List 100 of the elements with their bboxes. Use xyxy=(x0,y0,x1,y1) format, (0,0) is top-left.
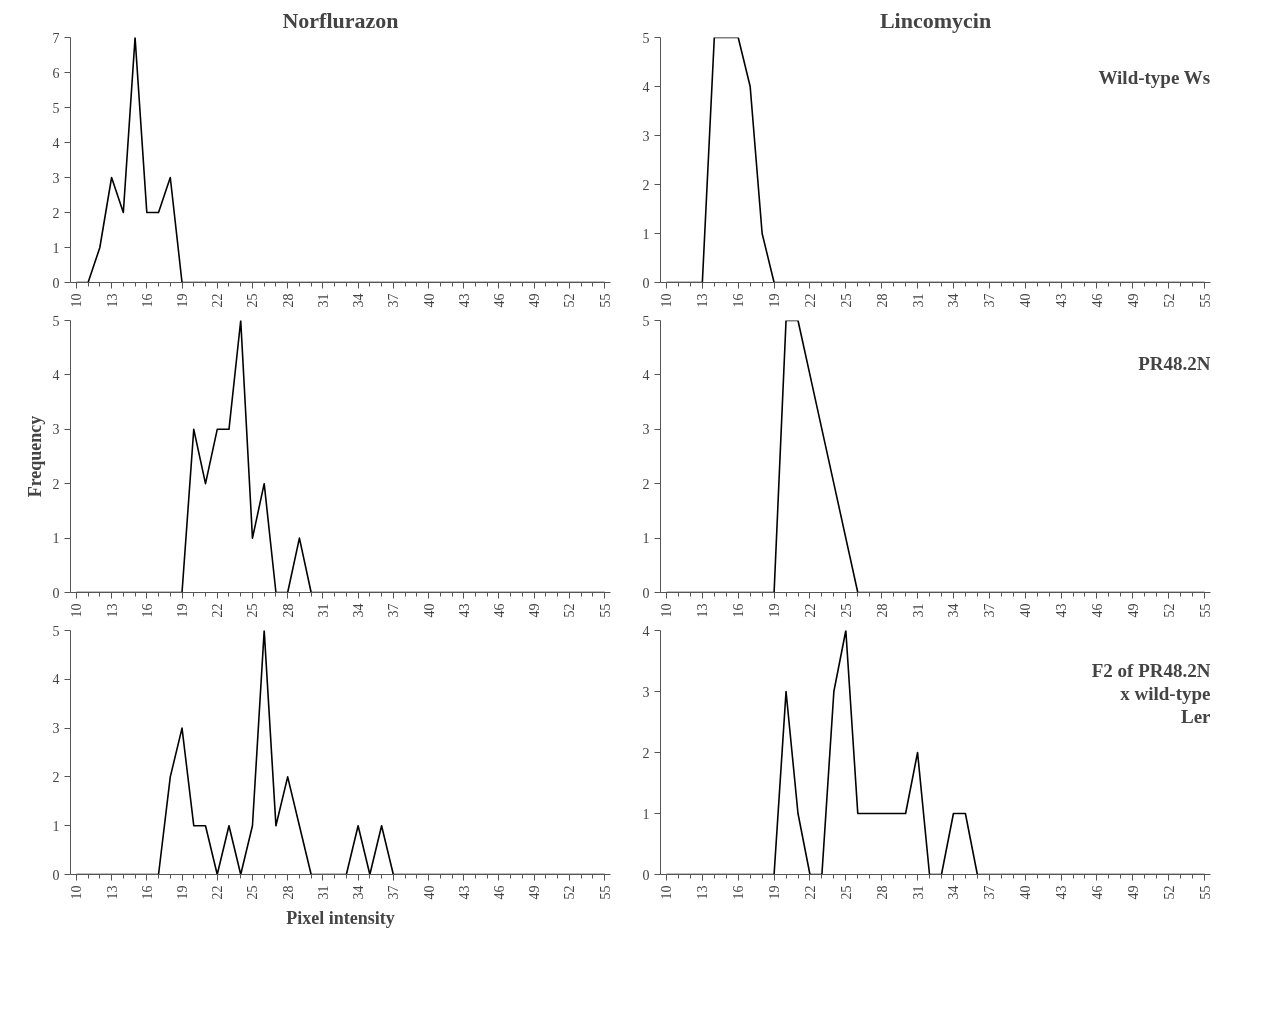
annotation: F2 of PR48.2N x wild-type Ler xyxy=(1091,659,1212,727)
x-tick-label: 28 xyxy=(874,603,890,618)
y-tick-label: 2 xyxy=(52,205,60,221)
x-tick-label: 43 xyxy=(456,885,472,900)
x-tick-label: 31 xyxy=(910,293,926,308)
x-tick-label: 43 xyxy=(1054,885,1070,900)
y-tick-label: 3 xyxy=(52,721,60,737)
x-tick-label: 40 xyxy=(421,293,437,308)
y-tick-label: 1 xyxy=(52,531,60,547)
x-tick-label: 16 xyxy=(139,603,155,618)
y-tick-label: 5 xyxy=(52,623,60,639)
x-tick-label: 37 xyxy=(386,603,402,618)
x-tick-label: 34 xyxy=(946,885,962,900)
y-tick-label: 5 xyxy=(52,100,60,116)
y-tick-label: 1 xyxy=(52,240,60,256)
x-tick-label: 55 xyxy=(597,885,613,900)
x-tick-label: 55 xyxy=(1197,885,1213,900)
x-tick-label: 52 xyxy=(1161,885,1177,900)
x-tick-label: 19 xyxy=(175,293,191,308)
y-tick-label: 3 xyxy=(642,422,650,438)
y-tick-label: 4 xyxy=(642,367,650,383)
x-tick-label: 19 xyxy=(767,603,783,618)
x-tick-label: 19 xyxy=(767,293,783,308)
x-tick-label: 46 xyxy=(491,885,507,900)
y-tick-label: 5 xyxy=(642,30,650,46)
y-tick-label: 1 xyxy=(642,806,650,822)
x-tick-label: 49 xyxy=(527,885,543,900)
x-tick-label: 19 xyxy=(175,603,191,618)
x-tick-label: 52 xyxy=(562,603,578,618)
x-tick-label: 25 xyxy=(245,603,261,618)
x-tick-label: 37 xyxy=(386,885,402,900)
x-tick-label: 10 xyxy=(659,885,675,900)
x-tick-label: 55 xyxy=(1197,603,1213,618)
x-tick-label: 13 xyxy=(104,293,120,308)
x-tick-label: 37 xyxy=(982,603,998,618)
y-tick-label: 4 xyxy=(52,135,60,151)
x-tick-label: 49 xyxy=(527,293,543,308)
x-tick-label: 40 xyxy=(421,603,437,618)
x-tick-label: 46 xyxy=(491,293,507,308)
x-tick-label: 43 xyxy=(456,293,472,308)
x-tick-label: 43 xyxy=(1054,603,1070,618)
x-tick-label: 25 xyxy=(245,293,261,308)
x-tick-label: 28 xyxy=(874,885,890,900)
x-tick-label: 22 xyxy=(802,293,818,308)
x-tick-label: 31 xyxy=(910,603,926,618)
y-tick-label: 0 xyxy=(642,867,650,883)
x-tick-label: 34 xyxy=(351,293,367,308)
x-tick-label: 28 xyxy=(280,885,296,900)
x-tick-label: 34 xyxy=(946,293,962,308)
y-tick-label: 3 xyxy=(642,128,650,144)
x-tick-label: 46 xyxy=(1089,603,1105,618)
x-tick-label: 31 xyxy=(315,885,331,900)
x-tick-label: 49 xyxy=(1125,885,1141,900)
x-tick-label: 55 xyxy=(597,603,613,618)
y-tick-label: 1 xyxy=(642,226,650,242)
x-tick-label: 13 xyxy=(695,293,711,308)
y-tick-label: 1 xyxy=(52,818,60,834)
x-tick-label: 10 xyxy=(659,293,675,308)
y-tick-label: 7 xyxy=(52,30,60,46)
x-tick-label: 22 xyxy=(210,293,226,308)
x-tick-label: 43 xyxy=(1054,293,1070,308)
x-tick-label: 40 xyxy=(1018,293,1034,308)
y-tick-label: 0 xyxy=(642,275,650,291)
x-tick-label: 52 xyxy=(1161,293,1177,308)
x-tick-label: 13 xyxy=(695,885,711,900)
y-tick-label: 2 xyxy=(642,745,650,761)
y-tick-label: 0 xyxy=(52,275,60,291)
x-tick-label: 28 xyxy=(280,603,296,618)
y-tick-label: 5 xyxy=(642,313,650,329)
x-tick-label: 10 xyxy=(69,293,85,308)
y-tick-label: 0 xyxy=(52,585,60,601)
chart-title: Norflurazon xyxy=(282,7,399,33)
x-tick-label: 28 xyxy=(874,293,890,308)
x-tick-label: 25 xyxy=(838,603,854,618)
x-tick-label: 22 xyxy=(210,885,226,900)
x-tick-label: 19 xyxy=(767,885,783,900)
x-tick-label: 16 xyxy=(139,293,155,308)
x-tick-label: 19 xyxy=(175,885,191,900)
x-tick-label: 16 xyxy=(731,885,747,900)
x-tick-label: 37 xyxy=(982,885,998,900)
y-tick-label: 4 xyxy=(52,367,60,383)
y-tick-label: 3 xyxy=(642,684,650,700)
x-tick-label: 40 xyxy=(421,885,437,900)
x-tick-label: 13 xyxy=(695,603,711,618)
y-tick-label: 3 xyxy=(52,170,60,186)
x-tick-label: 10 xyxy=(69,603,85,618)
x-tick-label: 31 xyxy=(315,293,331,308)
annotation: PR48.2N xyxy=(1138,353,1211,375)
y-tick-label: 2 xyxy=(52,769,60,785)
x-tick-label: 46 xyxy=(1089,885,1105,900)
y-axis-title: Frequency xyxy=(24,415,45,498)
x-tick-label: 34 xyxy=(351,885,367,900)
x-tick-label: 13 xyxy=(104,603,120,618)
x-tick-label: 34 xyxy=(351,603,367,618)
x-tick-label: 55 xyxy=(597,293,613,308)
x-tick-label: 25 xyxy=(838,885,854,900)
x-tick-label: 55 xyxy=(1197,293,1213,308)
x-tick-label: 49 xyxy=(527,603,543,618)
x-tick-label: 25 xyxy=(245,885,261,900)
x-tick-label: 52 xyxy=(562,885,578,900)
